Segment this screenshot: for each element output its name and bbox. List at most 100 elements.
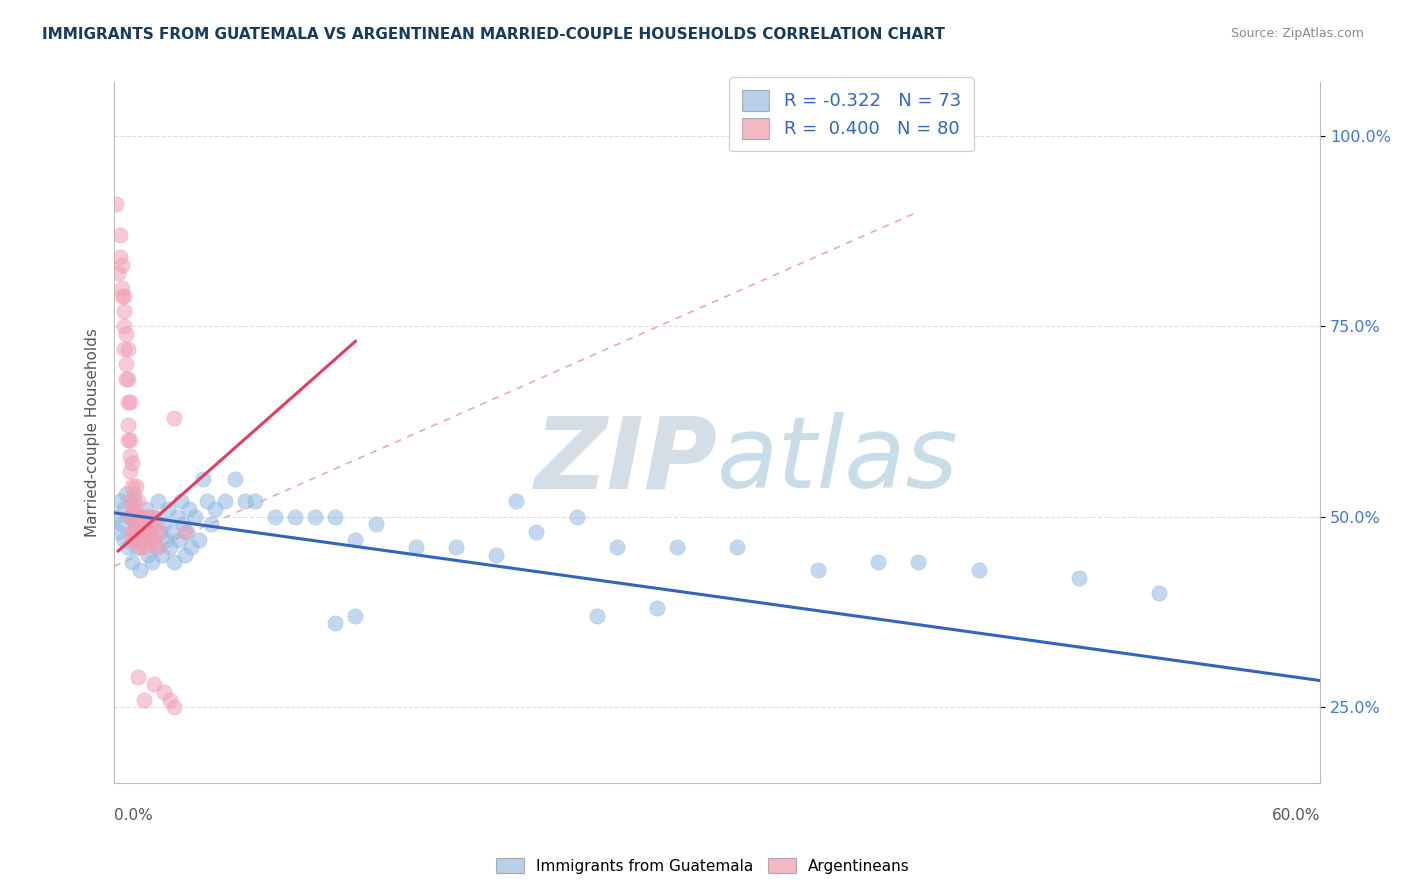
Text: 60.0%: 60.0%: [1272, 808, 1320, 823]
Point: [153, 517, 176, 532]
Point: [323, 509, 346, 524]
Point: [167, 533, 190, 547]
Point: [141, 556, 163, 570]
Point: [214, 494, 236, 508]
Point: [141, 517, 163, 532]
Point: [135, 517, 157, 532]
Point: [115, 326, 138, 341]
Point: [163, 556, 186, 570]
Point: [111, 517, 134, 532]
Y-axis label: Married-couple Households: Married-couple Households: [86, 328, 100, 537]
Point: [127, 533, 149, 547]
Point: [304, 509, 326, 524]
Point: [120, 395, 142, 409]
Point: [243, 494, 266, 508]
Point: [264, 509, 287, 524]
Point: [1149, 586, 1171, 600]
Point: [120, 509, 142, 524]
Legend: Immigrants from Guatemala, Argentineans: Immigrants from Guatemala, Argentineans: [491, 852, 915, 880]
Point: [112, 502, 135, 516]
Point: [135, 533, 157, 547]
Point: [725, 540, 748, 554]
Point: [127, 517, 149, 532]
Point: [148, 540, 170, 554]
Point: [134, 509, 156, 524]
Point: [162, 524, 184, 539]
Point: [138, 548, 160, 562]
Point: [143, 509, 166, 524]
Point: [139, 509, 162, 524]
Point: [115, 487, 138, 501]
Point: [177, 502, 200, 516]
Point: [344, 533, 367, 547]
Text: 0.0%: 0.0%: [114, 808, 153, 823]
Point: [148, 494, 170, 508]
Point: [120, 449, 142, 463]
Point: [233, 494, 256, 508]
Point: [195, 494, 218, 508]
Point: [124, 533, 146, 547]
Point: [111, 288, 134, 302]
Point: [117, 372, 139, 386]
Point: [121, 456, 143, 470]
Point: [127, 494, 149, 508]
Point: [139, 533, 162, 547]
Point: [129, 540, 152, 554]
Point: [134, 692, 156, 706]
Point: [127, 517, 149, 532]
Point: [159, 692, 181, 706]
Point: [131, 524, 153, 539]
Point: [121, 479, 143, 493]
Point: [444, 540, 467, 554]
Point: [148, 524, 170, 539]
Point: [120, 509, 142, 524]
Point: [565, 509, 588, 524]
Point: [112, 303, 135, 318]
Point: [124, 524, 146, 539]
Point: [121, 524, 143, 539]
Point: [120, 494, 142, 508]
Point: [125, 509, 148, 524]
Point: [134, 533, 156, 547]
Point: [121, 556, 143, 570]
Point: [124, 494, 146, 508]
Point: [284, 509, 307, 524]
Point: [967, 563, 990, 577]
Point: [124, 502, 146, 516]
Point: [200, 517, 222, 532]
Point: [107, 266, 129, 280]
Point: [485, 548, 508, 562]
Point: [163, 410, 186, 425]
Point: [1067, 571, 1090, 585]
Point: [143, 533, 166, 547]
Point: [505, 494, 527, 508]
Point: [344, 608, 367, 623]
Point: [127, 670, 149, 684]
Point: [183, 509, 205, 524]
Point: [807, 563, 830, 577]
Point: [139, 524, 162, 539]
Point: [124, 487, 146, 501]
Point: [645, 601, 668, 615]
Point: [125, 540, 148, 554]
Point: [152, 548, 174, 562]
Point: [224, 471, 246, 485]
Point: [125, 524, 148, 539]
Point: [163, 700, 186, 714]
Point: [110, 494, 132, 508]
Point: [120, 464, 142, 478]
Text: ZIP: ZIP: [534, 412, 717, 509]
Point: [112, 533, 135, 547]
Point: [107, 524, 129, 539]
Point: [153, 685, 176, 699]
Point: [134, 533, 156, 547]
Point: [117, 418, 139, 433]
Point: [129, 563, 152, 577]
Point: [180, 540, 202, 554]
Point: [524, 524, 547, 539]
Point: [111, 281, 134, 295]
Point: [606, 540, 628, 554]
Point: [323, 616, 346, 631]
Point: [129, 524, 152, 539]
Point: [117, 434, 139, 448]
